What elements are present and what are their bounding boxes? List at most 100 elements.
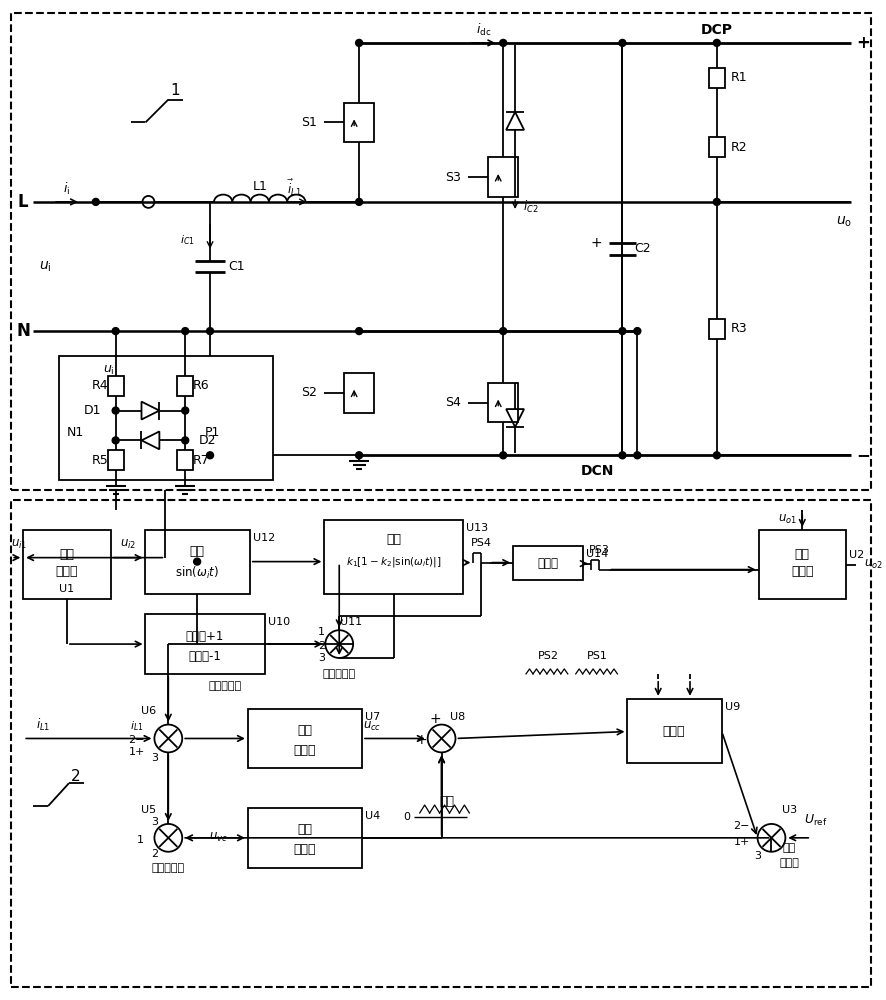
Circle shape xyxy=(713,452,720,459)
Text: U6: U6 xyxy=(141,706,156,716)
Text: U9: U9 xyxy=(725,702,740,712)
Bar xyxy=(344,103,374,142)
Text: R2: R2 xyxy=(730,141,747,154)
Text: U12: U12 xyxy=(253,533,275,543)
Bar xyxy=(145,614,265,674)
Bar xyxy=(12,500,871,987)
Text: S3: S3 xyxy=(446,171,462,184)
Text: $u_{o1}$: $u_{o1}$ xyxy=(778,513,797,526)
Bar xyxy=(59,356,273,480)
Text: $k_1[1-k_2|\sin(\omega_i t)|]$: $k_1[1-k_2|\sin(\omega_i t)|]$ xyxy=(346,555,441,569)
Text: U1: U1 xyxy=(59,584,74,594)
Circle shape xyxy=(182,407,189,414)
Circle shape xyxy=(355,452,362,459)
Circle shape xyxy=(500,328,507,335)
Bar xyxy=(344,373,374,413)
Text: 调节器: 调节器 xyxy=(293,744,315,757)
Circle shape xyxy=(113,407,119,414)
Text: C2: C2 xyxy=(634,242,650,255)
Text: U11: U11 xyxy=(340,617,362,627)
Text: +: + xyxy=(430,712,441,726)
Text: PS4: PS4 xyxy=(470,538,492,548)
Text: 补偿乘法器: 补偿乘法器 xyxy=(323,669,356,679)
Text: PS2: PS2 xyxy=(538,651,558,661)
Text: D2: D2 xyxy=(199,434,216,447)
Text: U8: U8 xyxy=(450,712,465,722)
Text: N1: N1 xyxy=(67,426,84,439)
Text: 内环减法器: 内环减法器 xyxy=(208,681,242,691)
Circle shape xyxy=(92,198,99,205)
Text: 3: 3 xyxy=(754,851,761,861)
Bar xyxy=(177,376,193,396)
Text: N: N xyxy=(16,322,30,340)
Text: 3: 3 xyxy=(318,653,325,663)
Bar xyxy=(758,530,846,599)
Text: 3: 3 xyxy=(151,753,158,763)
Text: 1: 1 xyxy=(137,835,144,845)
Text: −: − xyxy=(856,446,870,464)
Text: 输入: 输入 xyxy=(59,548,74,561)
Bar xyxy=(12,13,871,490)
Text: $i_{\rm dc}$: $i_{\rm dc}$ xyxy=(476,22,491,38)
Circle shape xyxy=(182,328,189,335)
Circle shape xyxy=(194,558,200,565)
Text: L: L xyxy=(18,193,28,211)
Circle shape xyxy=(633,452,641,459)
Bar xyxy=(709,319,725,339)
Circle shape xyxy=(713,39,720,46)
Text: U5: U5 xyxy=(141,805,156,815)
Text: $i_{C1}$: $i_{C1}$ xyxy=(181,233,195,247)
Text: 2: 2 xyxy=(71,769,81,784)
Bar xyxy=(248,808,362,868)
Text: U14: U14 xyxy=(586,549,608,559)
Circle shape xyxy=(355,198,362,205)
Text: 外环: 外环 xyxy=(782,843,796,853)
Text: $i_{\rm i}$: $i_{\rm i}$ xyxy=(64,181,71,197)
Bar xyxy=(108,376,124,396)
Text: $u_{cc}$: $u_{cc}$ xyxy=(363,720,381,733)
Text: U13: U13 xyxy=(466,523,488,533)
Text: 滤波器: 滤波器 xyxy=(791,565,813,578)
Circle shape xyxy=(713,198,720,205)
Bar xyxy=(627,699,722,763)
Text: 内环乘法器: 内环乘法器 xyxy=(152,863,185,873)
Text: S2: S2 xyxy=(301,386,317,399)
Bar xyxy=(709,68,725,88)
Text: 调节器: 调节器 xyxy=(293,843,315,856)
Text: R4: R4 xyxy=(91,379,108,392)
Text: +: + xyxy=(416,733,428,747)
Text: 2: 2 xyxy=(318,641,325,651)
Text: $u_{vc}$: $u_{vc}$ xyxy=(209,831,228,844)
Bar xyxy=(324,520,463,594)
Circle shape xyxy=(206,452,214,459)
Text: R3: R3 xyxy=(730,322,747,335)
Text: $\vec{i}_{L1}$: $\vec{i}_{L1}$ xyxy=(287,178,302,198)
Bar xyxy=(108,450,124,470)
Text: 滤波器: 滤波器 xyxy=(56,565,78,578)
Text: 判断元-1: 判断元-1 xyxy=(189,650,222,663)
Text: $u_{\rm i}$: $u_{\rm i}$ xyxy=(39,259,51,274)
Text: DCP: DCP xyxy=(701,23,733,37)
Bar xyxy=(248,709,362,768)
Text: R6: R6 xyxy=(193,379,209,392)
Circle shape xyxy=(500,452,507,459)
Text: R1: R1 xyxy=(730,71,747,84)
Bar xyxy=(513,546,583,580)
Text: $U_{\rm ref}$: $U_{\rm ref}$ xyxy=(804,812,828,828)
Text: U10: U10 xyxy=(268,617,290,627)
Circle shape xyxy=(619,452,626,459)
Text: $\sin(\omega_i t)$: $\sin(\omega_i t)$ xyxy=(175,564,219,581)
Text: +: + xyxy=(591,236,602,250)
Circle shape xyxy=(355,39,362,46)
Text: 1+: 1+ xyxy=(734,837,750,847)
Text: U2: U2 xyxy=(849,550,864,560)
Bar xyxy=(23,530,111,599)
Text: R5: R5 xyxy=(91,454,108,467)
Bar xyxy=(709,137,725,157)
Text: PS1: PS1 xyxy=(587,651,608,661)
Text: D1: D1 xyxy=(84,404,102,417)
Text: $i_{C2}$: $i_{C2}$ xyxy=(524,199,539,215)
Circle shape xyxy=(182,437,189,444)
Text: C1: C1 xyxy=(229,260,245,273)
Text: U3: U3 xyxy=(781,805,797,815)
